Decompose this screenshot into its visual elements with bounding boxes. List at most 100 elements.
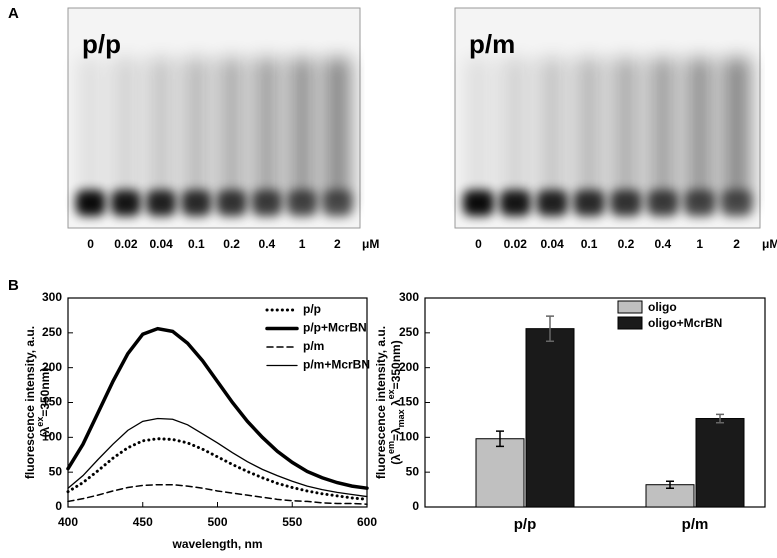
error-bar <box>546 315 554 342</box>
legend-label: oligo <box>648 300 677 314</box>
gel-band <box>216 190 247 216</box>
y-axis-label: fluorescence intensity, a.u. <box>23 326 37 479</box>
gel-band <box>610 190 642 216</box>
x-tick-label: 600 <box>357 515 377 529</box>
gel-band <box>647 190 679 216</box>
gel-smear <box>538 58 567 208</box>
lane-label: 2 <box>733 237 740 251</box>
gel-smear <box>501 58 530 208</box>
gel-band <box>287 190 317 216</box>
gel-smear <box>112 58 140 208</box>
line-series <box>66 437 369 501</box>
x-tick-label: 450 <box>133 515 153 529</box>
y-axis-label: (λem=λmax λex=350nm) <box>386 340 406 464</box>
y-axis-label-part: ex <box>35 417 45 427</box>
y-tick-label: 50 <box>49 464 63 478</box>
gel-band <box>322 190 353 216</box>
lane-label: 1 <box>299 237 306 251</box>
lane-label: 0.04 <box>149 237 173 251</box>
lane-label: 0.4 <box>259 237 276 251</box>
gel-smear <box>575 58 604 208</box>
gel-band <box>111 190 141 216</box>
gel-band <box>146 190 176 216</box>
gel-smear <box>218 58 246 208</box>
y-axis-label: fluorescence intensity, a.u. <box>374 326 388 479</box>
gel-band <box>536 190 568 216</box>
error-bar <box>666 480 674 489</box>
y-axis-label-part: =350nm) <box>38 368 52 417</box>
y-axis-label: (λex=350nm) <box>35 368 52 438</box>
gel-unit: μM <box>362 237 379 251</box>
line-series <box>67 483 368 505</box>
y-tick-label: 300 <box>399 290 419 304</box>
y-tick-label: 0 <box>412 499 419 513</box>
gel-smear <box>611 58 640 208</box>
panel-label: A <box>8 5 19 22</box>
lane-label: 0 <box>87 237 94 251</box>
y-tick-label: 150 <box>399 395 419 409</box>
x-tick-label: 400 <box>58 515 78 529</box>
y-axis-label-part: =λ <box>389 427 403 441</box>
gel <box>454 7 761 229</box>
y-tick-label: 100 <box>399 430 419 444</box>
y-tick-label: 250 <box>42 325 62 339</box>
lane-label: 0 <box>475 237 482 251</box>
gel-smear <box>253 58 281 208</box>
bar <box>695 418 745 508</box>
legend-label: p/m+McrBN <box>303 358 370 372</box>
gel-band <box>684 190 716 216</box>
bar <box>525 328 575 508</box>
gel-band <box>462 190 494 216</box>
y-tick-label: 0 <box>55 499 62 513</box>
gel-smear <box>464 58 493 208</box>
lane-label: 0.1 <box>581 237 598 251</box>
legend-label: p/m <box>303 339 324 353</box>
y-tick-label: 300 <box>42 290 62 304</box>
gel-band <box>75 190 106 216</box>
gel-band <box>721 190 753 216</box>
y-tick-label: 200 <box>399 360 419 374</box>
legend-label: p/p <box>303 302 321 316</box>
line-series <box>66 326 369 490</box>
y-axis-label-part: (λ <box>38 426 52 437</box>
gel-smear <box>182 58 210 208</box>
lane-label: 0.02 <box>114 237 138 251</box>
y-axis-label-part: λ <box>389 399 403 409</box>
error-bar <box>496 430 504 448</box>
bar <box>475 438 525 508</box>
lane-label: 2 <box>334 237 341 251</box>
x-tick-label: p/p <box>514 516 537 533</box>
gel-smear <box>77 58 105 208</box>
y-tick-label: 200 <box>42 360 62 374</box>
gel-band <box>181 190 212 216</box>
gel-smear <box>648 58 677 208</box>
gel-band <box>573 190 605 216</box>
y-axis-label-part: ex <box>386 389 396 399</box>
gel-band <box>252 190 282 216</box>
y-axis-label-part: max <box>396 409 406 427</box>
y-axis-label-part: (λ <box>389 454 403 465</box>
legend-label: p/p+McrBN <box>303 321 367 335</box>
panel-label: B <box>8 277 19 294</box>
x-axis-label: wavelength, nm <box>171 537 262 551</box>
legend-label: oligo+McrBN <box>648 316 722 330</box>
x-tick-label: 550 <box>282 515 302 529</box>
gel-smear <box>288 58 316 208</box>
gel <box>67 7 361 229</box>
gel-title: p/m <box>469 29 515 59</box>
y-axis-label-part: em <box>386 441 396 454</box>
gel-smear <box>323 58 351 208</box>
gel-title: p/p <box>82 29 121 59</box>
x-tick-label: 500 <box>207 515 227 529</box>
gel-smear <box>685 58 714 208</box>
x-tick-label: p/m <box>682 516 709 533</box>
line-series <box>67 417 368 498</box>
gel-smear <box>147 58 175 208</box>
legend-swatch <box>617 300 643 314</box>
y-axis-label-part: =350nm) <box>389 340 403 389</box>
legend-swatch <box>617 316 643 330</box>
lane-label: 0.02 <box>504 237 528 251</box>
y-tick-label: 100 <box>42 430 62 444</box>
gel-unit: μM <box>762 237 777 251</box>
